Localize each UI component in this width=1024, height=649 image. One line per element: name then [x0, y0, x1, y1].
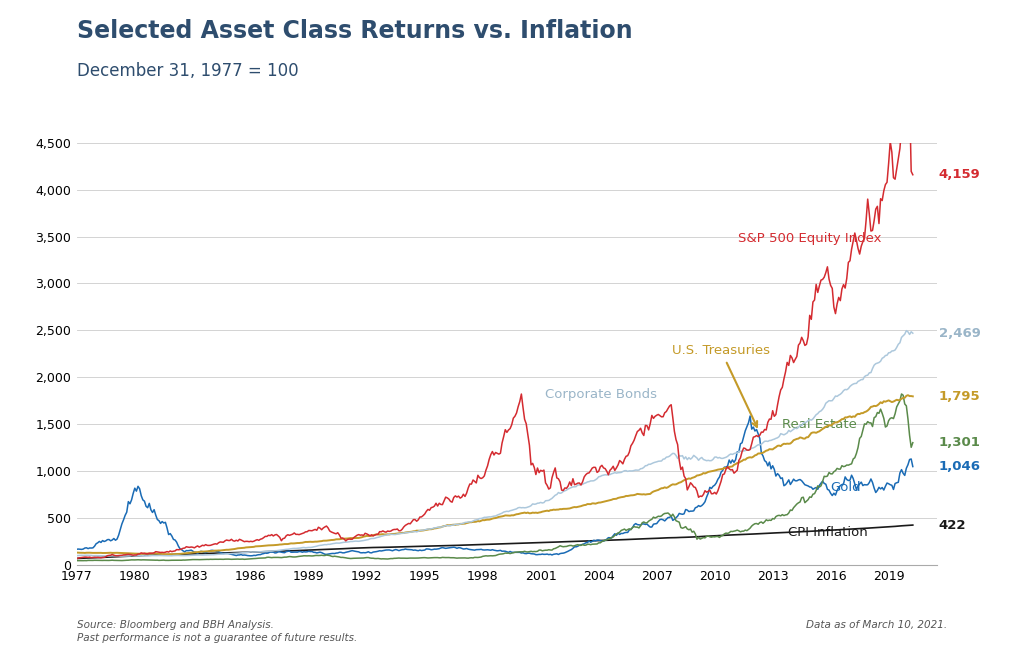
Text: CPI Inflation: CPI Inflation	[788, 526, 868, 539]
Text: December 31, 1977 = 100: December 31, 1977 = 100	[77, 62, 298, 80]
Text: 4,159: 4,159	[939, 168, 981, 181]
Text: Data as of March 10, 2021.: Data as of March 10, 2021.	[806, 620, 947, 630]
Text: 1,795: 1,795	[939, 390, 981, 403]
Text: 422: 422	[939, 519, 967, 532]
Text: Real Estate: Real Estate	[782, 419, 857, 432]
Text: 2,469: 2,469	[939, 326, 981, 339]
Text: 1,301: 1,301	[939, 436, 981, 449]
Text: S&P 500 Equity Index: S&P 500 Equity Index	[738, 232, 882, 245]
Text: Corporate Bonds: Corporate Bonds	[545, 387, 656, 400]
Text: 1,046: 1,046	[939, 460, 981, 473]
Text: U.S. Treasuries: U.S. Treasuries	[672, 345, 770, 427]
Text: Gold: Gold	[830, 482, 861, 495]
Text: Source: Bloomberg and BBH Analysis.
Past performance is not a guarantee of futur: Source: Bloomberg and BBH Analysis. Past…	[77, 620, 357, 643]
Text: Selected Asset Class Returns vs. Inflation: Selected Asset Class Returns vs. Inflati…	[77, 19, 633, 43]
